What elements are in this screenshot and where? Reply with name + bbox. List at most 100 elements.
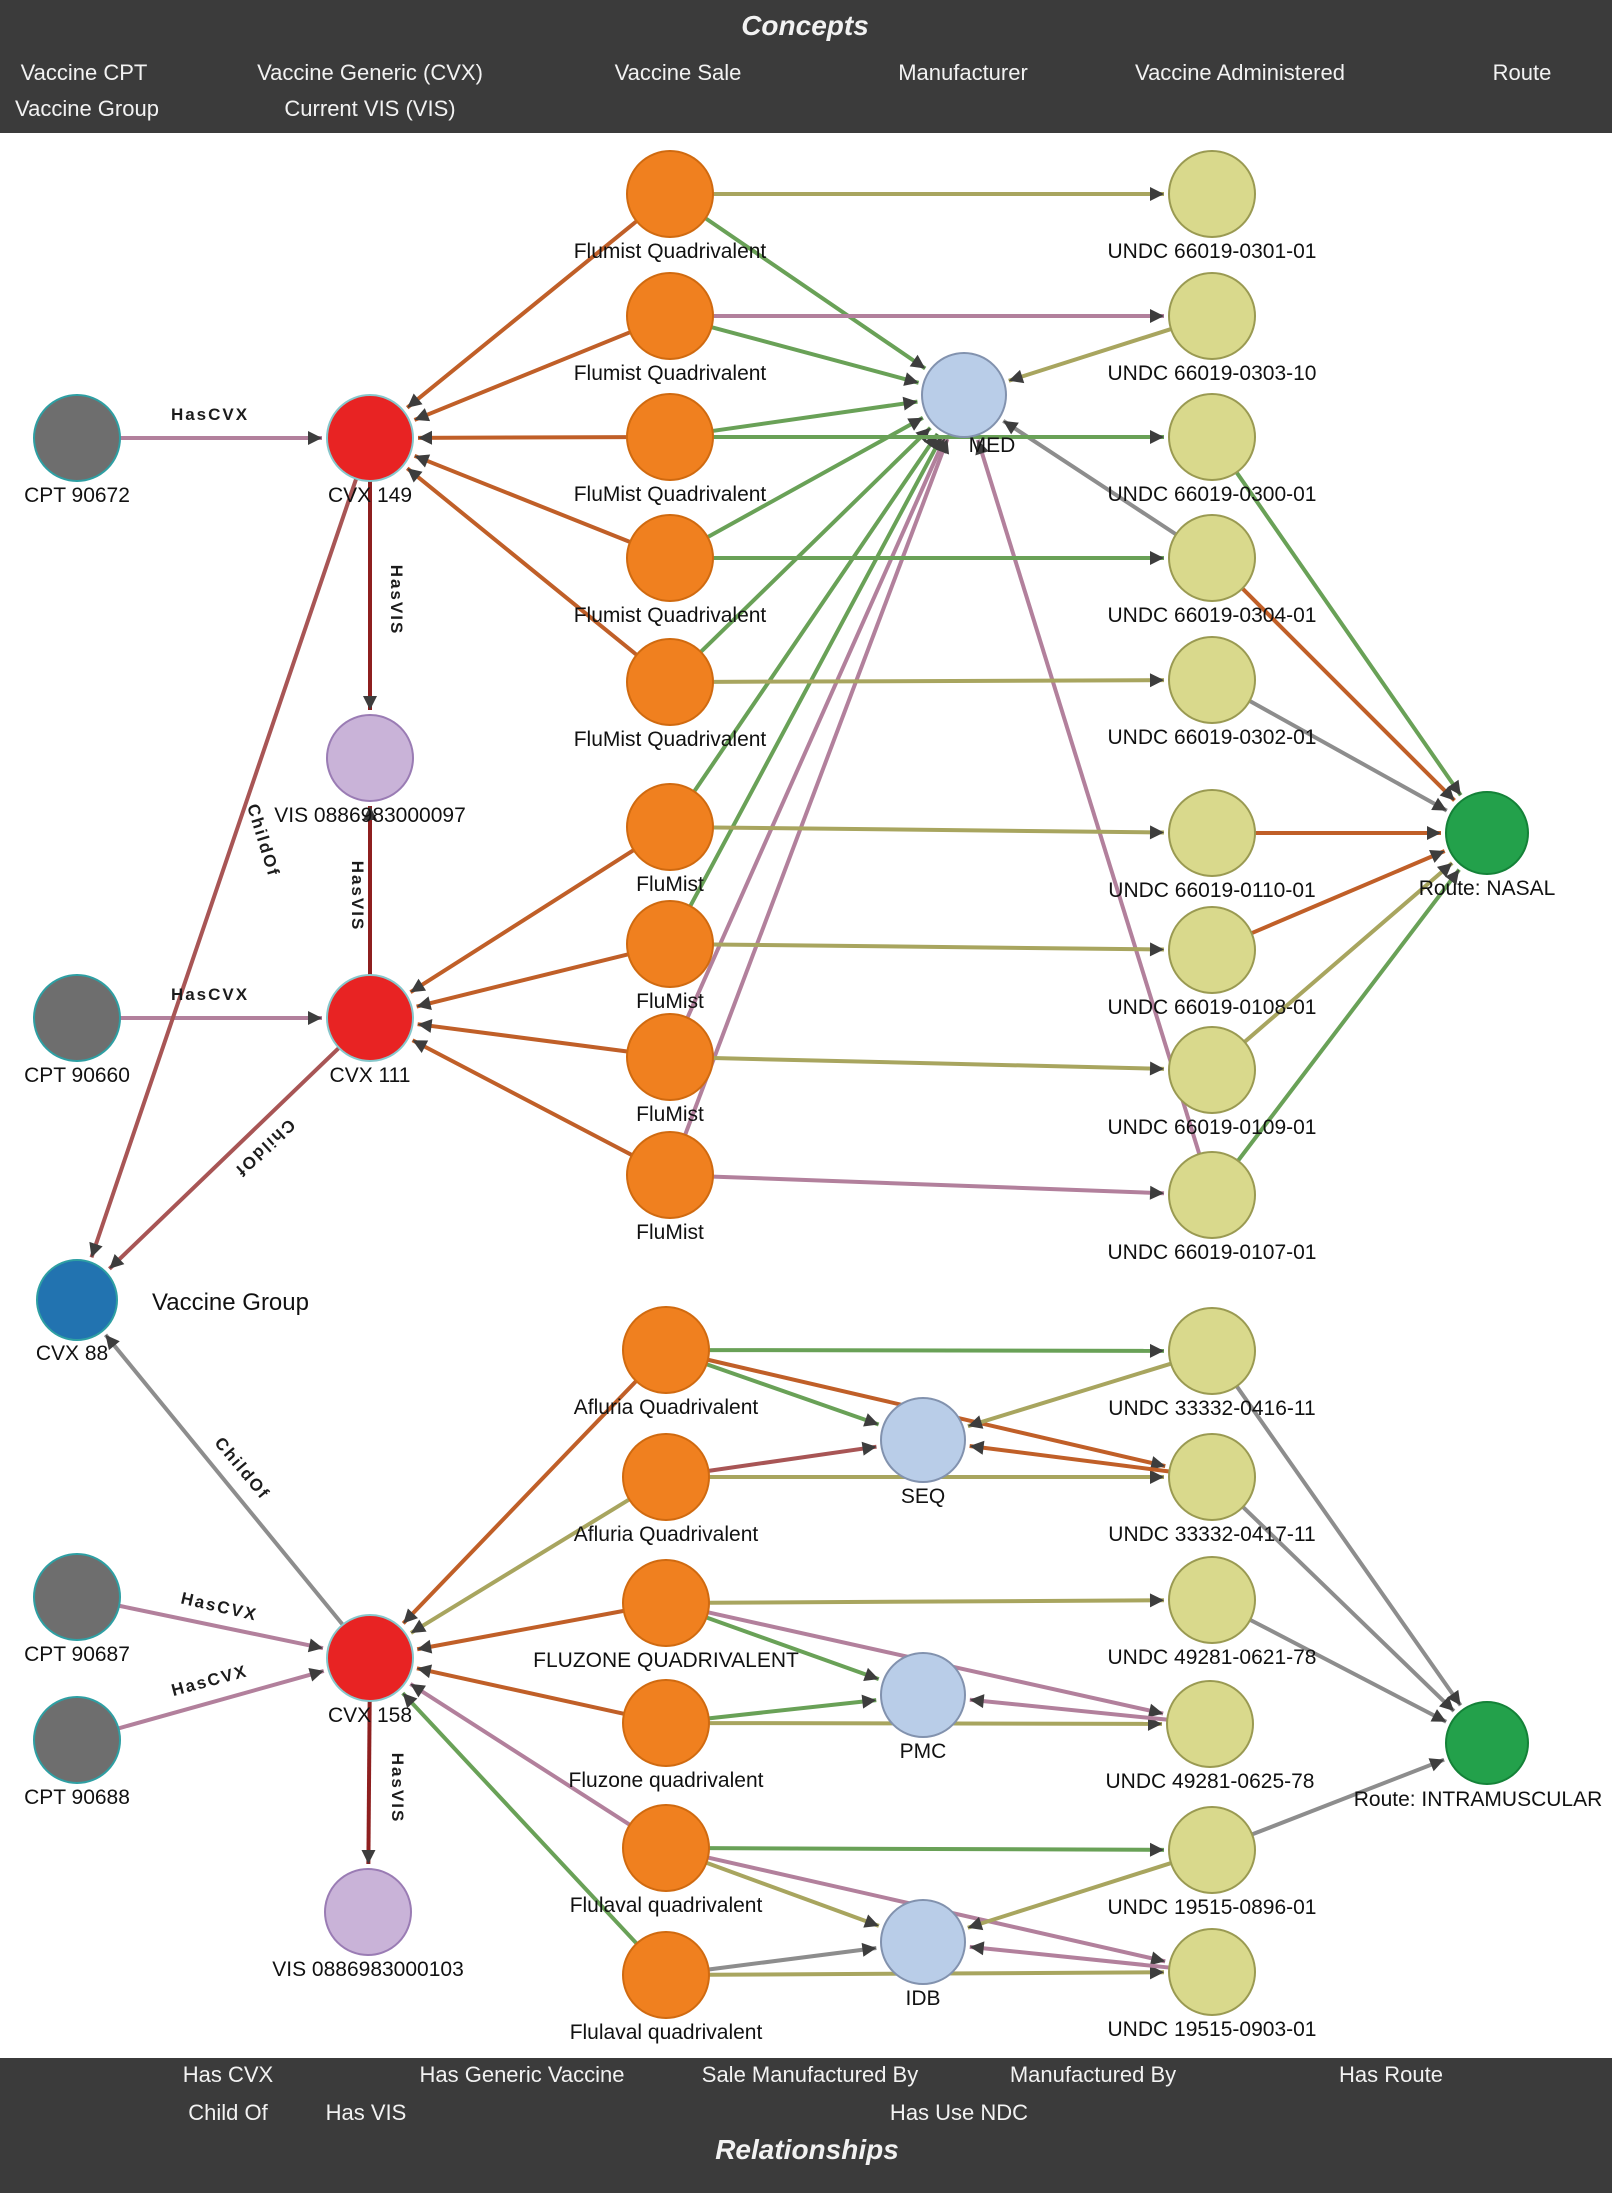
node-s13[interactable] xyxy=(622,1679,710,1767)
node-s2[interactable] xyxy=(626,272,714,360)
node-s8[interactable] xyxy=(626,1013,714,1101)
edge-label-hasvis-4: HasVIS xyxy=(387,565,406,636)
node-s15[interactable] xyxy=(622,1931,710,2019)
edge-s4-cvx149 xyxy=(413,453,631,544)
node-label-s2: Flumist Quadrivalent xyxy=(574,362,767,385)
node-u1[interactable] xyxy=(1168,150,1256,238)
edge-s11-seq xyxy=(708,1441,877,1473)
node-u9[interactable] xyxy=(1168,1151,1256,1239)
node-cvx149[interactable] xyxy=(326,394,414,482)
edge-s5-med xyxy=(699,426,932,654)
edge-s12-pmc xyxy=(705,1615,880,1682)
node-im[interactable] xyxy=(1445,1701,1529,1785)
node-s12[interactable] xyxy=(622,1559,710,1647)
column-label-route: Route xyxy=(1492,60,1552,85)
node-u4[interactable] xyxy=(1168,514,1256,602)
node-s10[interactable] xyxy=(622,1306,710,1394)
node-label-cvx88: CVX 88 xyxy=(36,1342,108,1365)
node-u15[interactable] xyxy=(1168,1928,1256,2016)
edge-u7-nasal xyxy=(1250,849,1446,936)
node-u8[interactable] xyxy=(1168,1026,1256,1114)
node-cvx88[interactable] xyxy=(36,1259,118,1341)
edge-label-childof-9: ChildOf xyxy=(211,1433,274,1503)
node-s11[interactable] xyxy=(622,1433,710,1521)
node-label-cpt90672: CPT 90672 xyxy=(24,484,130,507)
node-label-nasal: Route: NASAL xyxy=(1419,877,1556,900)
edge-s2-cvx149 xyxy=(413,330,631,422)
node-label-u10: UNDC 33332-0416-11 xyxy=(1108,1397,1315,1420)
edge-u9-med xyxy=(975,439,1202,1155)
node-u12[interactable] xyxy=(1168,1556,1256,1644)
node-cpt90687[interactable] xyxy=(33,1553,121,1641)
node-med[interactable] xyxy=(921,352,1007,438)
node-cpt90660[interactable] xyxy=(33,974,121,1062)
relationships-footer-bar: Has CVX Has Generic Vaccine Sale Manufac… xyxy=(0,2058,1612,2193)
edge-cvx111-cvx88 xyxy=(108,1046,341,1271)
node-label-vis103: VIS 0886983000103 xyxy=(272,1958,464,1981)
edge-s5-cvx149 xyxy=(405,466,638,657)
column-label-manufacturer: Manufacturer xyxy=(898,60,1028,85)
node-nasal[interactable] xyxy=(1445,791,1529,875)
node-vis103[interactable] xyxy=(324,1868,412,1956)
node-seq[interactable] xyxy=(880,1397,966,1483)
node-label-s1: Flumist Quadrivalent xyxy=(574,240,767,263)
edge-cvx158-vis103 xyxy=(361,1700,376,1865)
node-u7[interactable] xyxy=(1168,906,1256,994)
edge-s6-u6 xyxy=(712,825,1165,840)
node-vis97[interactable] xyxy=(326,714,414,802)
edge-s14-cvx158 xyxy=(409,1682,631,1827)
edge-u11-seq xyxy=(969,1440,1170,1474)
edge-s9-u9 xyxy=(712,1174,1165,1200)
edge-u5-nasal xyxy=(1248,699,1448,813)
node-s3[interactable] xyxy=(626,393,714,481)
node-label-u15: UNDC 19515-0903-01 xyxy=(1108,2018,1317,2041)
edge-s11-cvx158 xyxy=(409,1497,631,1635)
node-u13[interactable] xyxy=(1166,1680,1254,1768)
node-label-s5: FluMist Quadrivalent xyxy=(574,728,767,751)
node-cvx158[interactable] xyxy=(326,1614,414,1702)
node-label-u4: UNDC 66019-0304-01 xyxy=(1108,604,1317,627)
node-u11[interactable] xyxy=(1168,1433,1256,1521)
node-u3[interactable] xyxy=(1168,393,1256,481)
node-u6[interactable] xyxy=(1168,789,1256,877)
node-u14[interactable] xyxy=(1168,1806,1256,1894)
node-s14[interactable] xyxy=(622,1804,710,1892)
edge-u14-idb xyxy=(967,1861,1172,1931)
edge-u13-pmc xyxy=(969,1694,1168,1722)
edge-s13-cvx158 xyxy=(416,1664,625,1716)
edge-label-childof-8: ChildOf xyxy=(231,1115,299,1180)
node-u10[interactable] xyxy=(1168,1307,1256,1395)
node-u5[interactable] xyxy=(1168,636,1256,724)
node-s4[interactable] xyxy=(626,514,714,602)
node-cpt90688[interactable] xyxy=(33,1696,121,1784)
node-s7[interactable] xyxy=(626,900,714,988)
node-idb[interactable] xyxy=(880,1899,966,1985)
node-label-s10: Afluria Quadrivalent xyxy=(574,1396,759,1419)
edge-s15-cvx158 xyxy=(401,1691,639,1945)
node-label-cpt90688: CPT 90688 xyxy=(24,1786,130,1809)
edge-label-hasvis-6: HasVIS xyxy=(388,1753,407,1824)
node-label-cvx111: CVX 111 xyxy=(330,1064,411,1087)
node-label-s12: FLUZONE QUADRIVALENT xyxy=(533,1649,799,1672)
node-cvx111[interactable] xyxy=(326,974,414,1062)
node-u2[interactable] xyxy=(1168,272,1256,360)
node-cpt90672[interactable] xyxy=(33,394,121,482)
node-label-u13: UNDC 49281-0625-78 xyxy=(1106,1770,1315,1793)
annotation-vaccine-group: Vaccine Group xyxy=(152,1289,309,1316)
node-s9[interactable] xyxy=(626,1131,714,1219)
node-s1[interactable] xyxy=(626,150,714,238)
node-label-u2: UNDC 66019-0303-10 xyxy=(1108,362,1317,385)
node-label-u6: UNDC 66019-0110-01 xyxy=(1108,879,1315,902)
node-label-s15: Flulaval quadrivalent xyxy=(570,2021,763,2044)
node-s6[interactable] xyxy=(626,783,714,871)
edge-s7-u7 xyxy=(712,942,1165,957)
edge-s9-cvx111 xyxy=(411,1038,633,1157)
edge-u8-nasal xyxy=(1243,861,1454,1044)
node-label-pmc: PMC xyxy=(900,1740,947,1763)
node-pmc[interactable] xyxy=(880,1652,966,1738)
column-label-vaccine-sale: Vaccine Sale xyxy=(614,60,742,85)
edge-label-hasvis-5: HasVIS xyxy=(348,861,367,932)
node-s5[interactable] xyxy=(626,638,714,726)
legend-label-has-use-ndc: Has Use NDC xyxy=(889,2100,1029,2125)
